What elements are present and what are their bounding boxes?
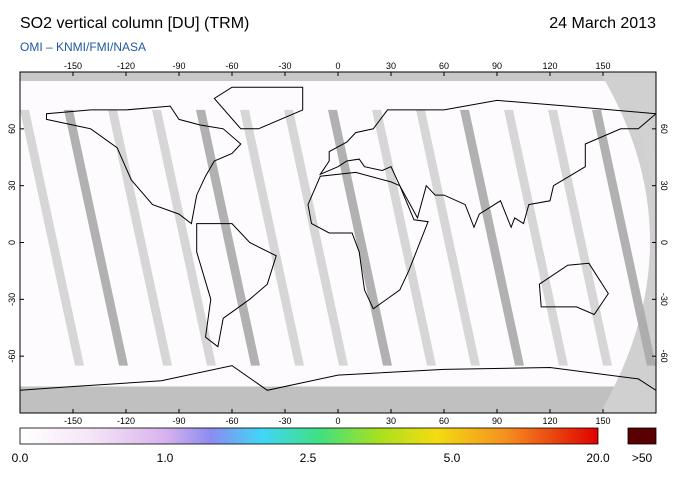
lat-tick-label: 30 — [659, 181, 669, 191]
coastline — [538, 262, 609, 316]
coastline — [20, 365, 656, 413]
orbit-swath — [108, 109, 172, 366]
colorbar — [19, 427, 599, 445]
orbit-swath — [548, 109, 612, 366]
colorbar-label: 5.0 — [444, 451, 461, 465]
polar-gap — [20, 72, 656, 81]
lon-tick-label: -90 — [172, 61, 185, 71]
lon-tick-label: -150 — [64, 416, 82, 426]
lon-tick-label: 90 — [492, 61, 502, 71]
lon-tick-label: -150 — [64, 61, 82, 71]
lat-tick-label: -60 — [659, 350, 669, 363]
orbit-swath — [504, 109, 568, 366]
lon-tick-label: -60 — [225, 61, 238, 71]
lon-tick-label: -30 — [278, 61, 291, 71]
lon-tick-label: 0 — [335, 416, 340, 426]
lon-tick-label: 60 — [439, 416, 449, 426]
polar-gap — [20, 386, 656, 413]
orbit-swath — [284, 109, 348, 366]
lon-tick-label: -90 — [172, 416, 185, 426]
lat-tick-label: 0 — [659, 240, 669, 245]
lat-tick-label: -30 — [659, 293, 669, 306]
orbit-swath — [20, 109, 84, 366]
title: SO2 vertical column [DU] (TRM) — [20, 15, 249, 32]
orbit-swath — [460, 109, 524, 366]
lat-tick-label: 60 — [659, 124, 669, 134]
orbit-swath — [196, 109, 260, 366]
orbit-swath — [592, 109, 656, 366]
lon-tick-label: -60 — [225, 416, 238, 426]
orbit-swath — [372, 109, 436, 366]
colorbar-label: 0.0 — [12, 451, 29, 465]
lat-tick-label: 60 — [7, 124, 17, 134]
lon-tick-label: -120 — [117, 61, 135, 71]
coastline — [318, 99, 656, 229]
orbit-swath — [416, 109, 480, 366]
lat-tick-label: 30 — [7, 181, 17, 191]
date: 24 March 2013 — [549, 15, 656, 32]
colorbar-label: 2.5 — [300, 451, 317, 465]
lon-tick-label: 0 — [335, 61, 340, 71]
colorbar-overflow — [627, 427, 657, 445]
credit: OMI – KNMI/FMI/NASA — [20, 40, 146, 54]
lon-tick-label: 150 — [595, 61, 610, 71]
lon-tick-label: -120 — [117, 416, 135, 426]
lat-tick-label: -30 — [7, 293, 17, 306]
map-area — [20, 72, 656, 413]
lon-tick-label: 90 — [492, 416, 502, 426]
lon-tick-label: 150 — [595, 416, 610, 426]
lon-tick-label: 30 — [386, 61, 396, 71]
colorbar-label: 1.0 — [157, 451, 174, 465]
coastline — [213, 86, 304, 130]
orbit-swath — [152, 109, 216, 366]
orbit-swath — [636, 109, 656, 203]
coastline — [46, 105, 242, 225]
colorbar-label: 20.0 — [586, 451, 610, 465]
orbit-swath — [240, 109, 304, 366]
orbit-swath — [64, 109, 128, 366]
coastline — [307, 171, 429, 310]
lon-tick-label: 120 — [542, 416, 557, 426]
lon-tick-label: 120 — [542, 61, 557, 71]
lon-tick-label: -30 — [278, 416, 291, 426]
lat-tick-label: 0 — [7, 240, 17, 245]
lat-tick-label: -60 — [7, 350, 17, 363]
lon-tick-label: 30 — [386, 416, 396, 426]
lon-tick-label: 60 — [439, 61, 449, 71]
colorbar-label: >50 — [632, 451, 653, 465]
coastline — [196, 223, 277, 348]
